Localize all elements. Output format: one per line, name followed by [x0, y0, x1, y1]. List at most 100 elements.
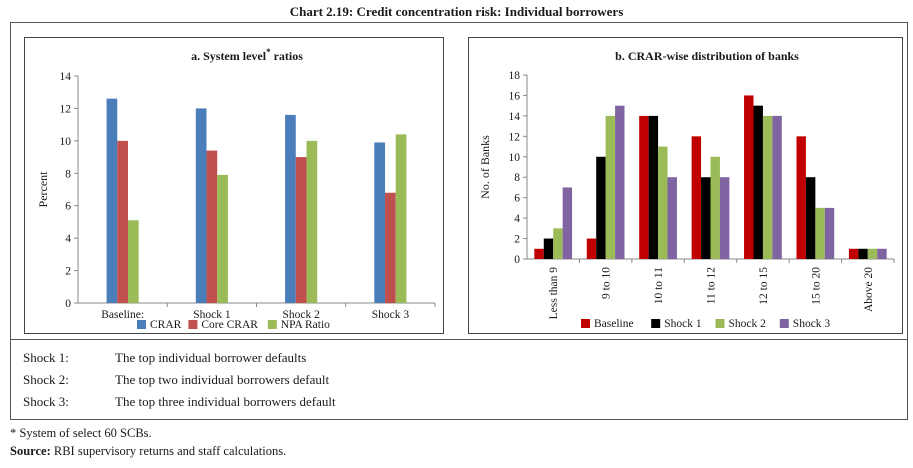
panel-title: b. CRAR-wise distribution of banks: [615, 49, 799, 63]
bar: [395, 134, 407, 303]
y-tick-label: 10: [509, 152, 521, 164]
legend-swatch: [651, 319, 661, 328]
bar: [596, 156, 606, 259]
bar: [217, 174, 228, 303]
x-tick-label: 12 to 15: [758, 267, 770, 305]
bar: [295, 157, 307, 303]
x-tick-label: 15 to 20: [810, 267, 822, 305]
y-tick-label: 16: [509, 90, 521, 102]
legend-swatch: [137, 320, 146, 329]
bar: [753, 105, 763, 260]
legend-swatch: [267, 320, 277, 329]
bar: [701, 177, 711, 259]
bar: [106, 98, 118, 303]
bar: [553, 228, 563, 259]
legend: Baseline Shock 1 Shock 2 Shock 3: [581, 318, 830, 330]
bar: [639, 115, 649, 259]
x-tick-label: Shock 3: [372, 309, 410, 321]
y-tick-label: 12: [509, 131, 521, 143]
y-tick-label: 2: [65, 266, 71, 278]
charts-container: a. System level* ratios 0 2 4 6 8 10 12 14 Percen…: [10, 22, 908, 340]
y-tick-label: 8: [514, 172, 520, 184]
panel-title: a. System level* ratios: [191, 47, 303, 63]
bar: [586, 238, 597, 259]
system-level-ratios-chart: a. System level* ratios 0 2 4 6 8 10 12 14 Percen…: [36, 47, 436, 331]
bar: [658, 146, 668, 259]
chart-title: Chart 2.19: Credit concentration risk: I…: [289, 4, 624, 19]
y-tick-label: 4: [514, 213, 520, 225]
legend-swatch: [188, 320, 198, 329]
x-tick-label: Shock 1: [193, 309, 231, 321]
panel-title-text: b. CRAR-wise distribution of banks: [615, 49, 799, 63]
legend-swatch: [779, 319, 789, 328]
bar: [667, 177, 677, 259]
y-tick-label: 6: [514, 193, 520, 205]
y-axis-label: No. of Banks: [478, 135, 492, 199]
x-tick-label: 11 to 12: [706, 267, 718, 305]
y-tick-label: 0: [514, 254, 520, 266]
footnote: * System of select 60 SCBs.: [10, 426, 152, 440]
bar: [385, 192, 396, 303]
bar: [605, 115, 616, 259]
bar: [691, 136, 702, 259]
legend-label: Shock 1: [664, 318, 702, 330]
y-tick-label: 0: [65, 298, 71, 310]
bar: [648, 115, 659, 259]
note-text: The top three individual borrowers defau…: [115, 394, 336, 409]
bar: [127, 220, 139, 303]
x-tick-label: 10 to 11: [653, 267, 665, 305]
legend-label: Shock 3: [793, 318, 831, 330]
panel-title-superscript: *: [266, 47, 271, 57]
bar: [710, 156, 720, 259]
panel-title-text: a. System level: [191, 49, 267, 63]
bar: [772, 115, 782, 259]
y-tick-label: 4: [65, 233, 71, 245]
y-tick-label: 2: [514, 234, 520, 246]
x-tick-label: Less than 9: [548, 267, 560, 320]
bar: [744, 95, 754, 259]
bar: [117, 140, 128, 303]
bar: [824, 207, 835, 259]
y-tick-label: 14: [509, 111, 521, 123]
x-tick-label: Above 20: [863, 267, 875, 312]
y-tick-label: 10: [60, 136, 72, 148]
crar-distribution-chart: b. CRAR-wise distribution of banks 0 2 4 6 8 1…: [478, 49, 895, 330]
bar: [815, 207, 825, 259]
bar: [848, 248, 859, 259]
y-tick-label: 6: [65, 201, 71, 213]
bar: [867, 248, 878, 259]
y-axis-label: Percent: [36, 171, 50, 208]
y-tick-label: 8: [65, 168, 71, 180]
y-tick-label: 14: [60, 71, 72, 83]
bar: [858, 248, 868, 259]
bar: [796, 136, 806, 259]
legend-label: Core CRAR: [201, 319, 258, 331]
note-shock-3: Shock 3: The top three individual borrowe…: [23, 394, 336, 410]
source-text: RBI supervisory returns and staff calcul…: [53, 444, 287, 458]
legend-label: Baseline: [594, 318, 634, 330]
x-tick-label: Baseline:: [101, 309, 144, 321]
bar: [206, 150, 218, 303]
legend-label: Shock 2: [729, 318, 767, 330]
note-shock-2: Shock 2: The top two individual borrowers…: [23, 372, 329, 388]
bar: [762, 115, 773, 259]
panel-b: b. CRAR-wise distribution of banks 0 2 4 6 8 1…: [468, 37, 903, 334]
bar: [534, 248, 544, 259]
bar: [719, 177, 730, 259]
bar: [877, 248, 887, 259]
legend: CRAR Core CRAR NPA Ratio: [137, 319, 330, 331]
bar: [805, 177, 816, 259]
note-key: Shock 3:: [23, 394, 69, 409]
y-tick-label: 18: [509, 70, 521, 82]
bar: [374, 142, 386, 303]
bar: [543, 238, 554, 259]
x-tick-label: Shock 2: [282, 309, 320, 321]
panel-a: a. System level* ratios 0 2 4 6 8 10 12 14 Percen…: [24, 37, 444, 334]
panel-title-suffix: ratios: [271, 49, 304, 63]
legend-label: NPA Ratio: [281, 319, 330, 331]
bar: [285, 114, 296, 304]
bar: [615, 105, 625, 260]
bar: [195, 108, 207, 303]
source-line: Source: RBI supervisory returns and staf…: [10, 444, 286, 459]
legend-swatch: [715, 319, 725, 328]
